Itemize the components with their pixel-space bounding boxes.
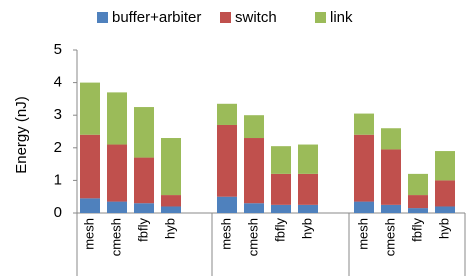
x-tick-label: mesh [81, 218, 96, 250]
x-tick-label: mesh [355, 218, 370, 250]
bar-segment [408, 208, 428, 213]
bar-segment [435, 180, 455, 207]
bar-segment [80, 198, 100, 213]
x-tick-label: cmesh [245, 218, 260, 256]
legend-label: switch [235, 9, 277, 26]
bar-segment [107, 92, 127, 145]
bar-segment [161, 206, 181, 213]
bar-segment [161, 138, 181, 196]
bar-segment [217, 103, 237, 125]
x-tick-label: mesh [218, 218, 233, 250]
bar-segment [271, 146, 291, 174]
bar-segment [244, 115, 264, 139]
x-tick-label: fbfly [272, 218, 287, 242]
y-tick-label: 4 [54, 74, 62, 91]
legend-swatch [220, 12, 231, 23]
x-tick-label: hyb [162, 218, 177, 239]
bar-segment [408, 195, 428, 209]
bar-segment [134, 157, 154, 204]
y-tick-label: 3 [54, 106, 62, 123]
x-tick-label: cmesh [382, 218, 397, 256]
y-tick-label: 5 [54, 41, 62, 58]
bar-segment [381, 128, 401, 150]
bar-segment [244, 138, 264, 204]
bar-segment [217, 124, 237, 197]
x-tick-label: cmesh [108, 218, 123, 256]
bar-segment [435, 151, 455, 181]
bar-segment [298, 173, 318, 205]
bar-segment [80, 134, 100, 199]
bar-segment [244, 203, 264, 213]
bar-segment [80, 82, 100, 135]
bar-segment [134, 107, 154, 158]
legend-swatch [97, 12, 108, 23]
bar-segment [271, 173, 291, 205]
y-tick-label: 2 [54, 139, 62, 156]
bar-segment [354, 201, 374, 213]
bar-segment [381, 149, 401, 205]
legend-swatch [315, 12, 326, 23]
bar-segment [381, 204, 401, 213]
legend-label: link [330, 9, 353, 26]
x-tick-label: hyb [436, 218, 451, 239]
bar-segment [107, 144, 127, 202]
bar-segment [271, 204, 291, 213]
bar-segment [217, 196, 237, 213]
x-tick-label: fbfly [409, 218, 424, 242]
x-tick-label: fbfly [135, 218, 150, 242]
bar-segment [107, 201, 127, 213]
bar-segment [161, 195, 181, 207]
y-axis-title: Energy (nJ) [13, 96, 30, 174]
bar-segment [298, 204, 318, 213]
legend-label: buffer+arbiter [112, 9, 201, 26]
bar-segment [354, 134, 374, 202]
bar-segment [298, 144, 318, 174]
bar-segment [408, 173, 428, 196]
bar-segment [354, 113, 374, 135]
y-tick-label: 0 [54, 204, 62, 221]
bar-segment [435, 206, 455, 213]
x-tick-label: hyb [299, 218, 314, 239]
y-tick-label: 1 [54, 171, 62, 188]
bar-segment [134, 203, 154, 213]
